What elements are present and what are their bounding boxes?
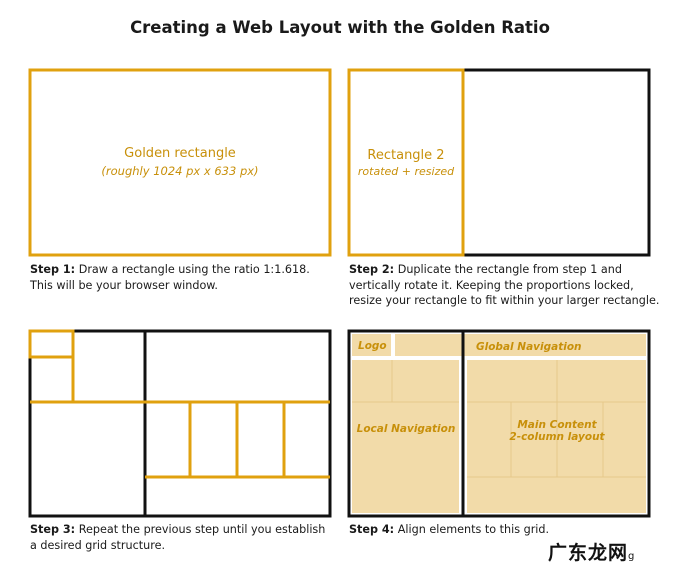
- watermark-text: 广东龙网: [548, 542, 629, 564]
- step-3-text: Repeat the previous step until you estab…: [30, 523, 326, 552]
- logo-block: [352, 334, 391, 356]
- watermark-suffix: g: [628, 551, 636, 562]
- global-navigation-block: [395, 334, 646, 356]
- step-1-text: Draw a rectangle using the ratio 1:1.618…: [30, 263, 310, 292]
- local-navigation-label: Local Navigation: [357, 423, 456, 435]
- golden-rectangle-sublabel: (roughly 1024 px x 633 px): [101, 164, 258, 178]
- step-2-caption: Step 2: Duplicate the rectangle from ste…: [349, 262, 661, 309]
- rectangle-2-sublabel: rotated + resized: [358, 165, 455, 178]
- grid-smallest-rectangle: [28, 329, 75, 359]
- panel-2-rectangle-2: Rectangle 2 rotated + resized: [347, 68, 651, 257]
- rectangle-2-label: Rectangle 2: [367, 148, 444, 163]
- rotated-rectangle: [347, 68, 465, 257]
- golden-rectangle: [28, 68, 332, 257]
- panel-3-grid-structure: [28, 329, 332, 518]
- panel-4-layout: Logo Global Navigation Local Navigation …: [347, 329, 651, 518]
- step-4-text: Align elements to this grid.: [397, 523, 550, 536]
- step-2-text: Duplicate the rectangle from step 1 and …: [349, 263, 660, 307]
- grid-outer-rectangle: [28, 329, 332, 518]
- step-1-caption: Step 1: Draw a rectangle using the ratio…: [30, 262, 335, 293]
- step-2-label: Step 2:: [349, 263, 395, 276]
- golden-rectangle-label: Golden rectangle: [124, 146, 236, 161]
- step-4-label: Step 4:: [349, 523, 395, 536]
- panel-1-golden-rectangle: Golden rectangle (roughly 1024 px x 633 …: [28, 68, 332, 257]
- watermark: 广东龙网g: [548, 538, 635, 565]
- step-1-label: Step 1:: [30, 263, 76, 276]
- logo-label: Logo: [358, 340, 387, 352]
- step-3-label: Step 3:: [30, 523, 76, 536]
- global-navigation-label: Global Navigation: [476, 341, 582, 353]
- main-content-sublabel: 2-column layout: [509, 431, 605, 443]
- main-content-label: Main Content: [517, 419, 597, 431]
- layout-inner-grid: [352, 360, 646, 478]
- local-navigation-block: [352, 360, 459, 513]
- step-3-caption: Step 3: Repeat the previous step until y…: [30, 522, 335, 553]
- page-title: Creating a Web Layout with the Golden Ra…: [130, 18, 550, 37]
- step-4-caption: Step 4: Align elements to this grid.: [349, 522, 661, 538]
